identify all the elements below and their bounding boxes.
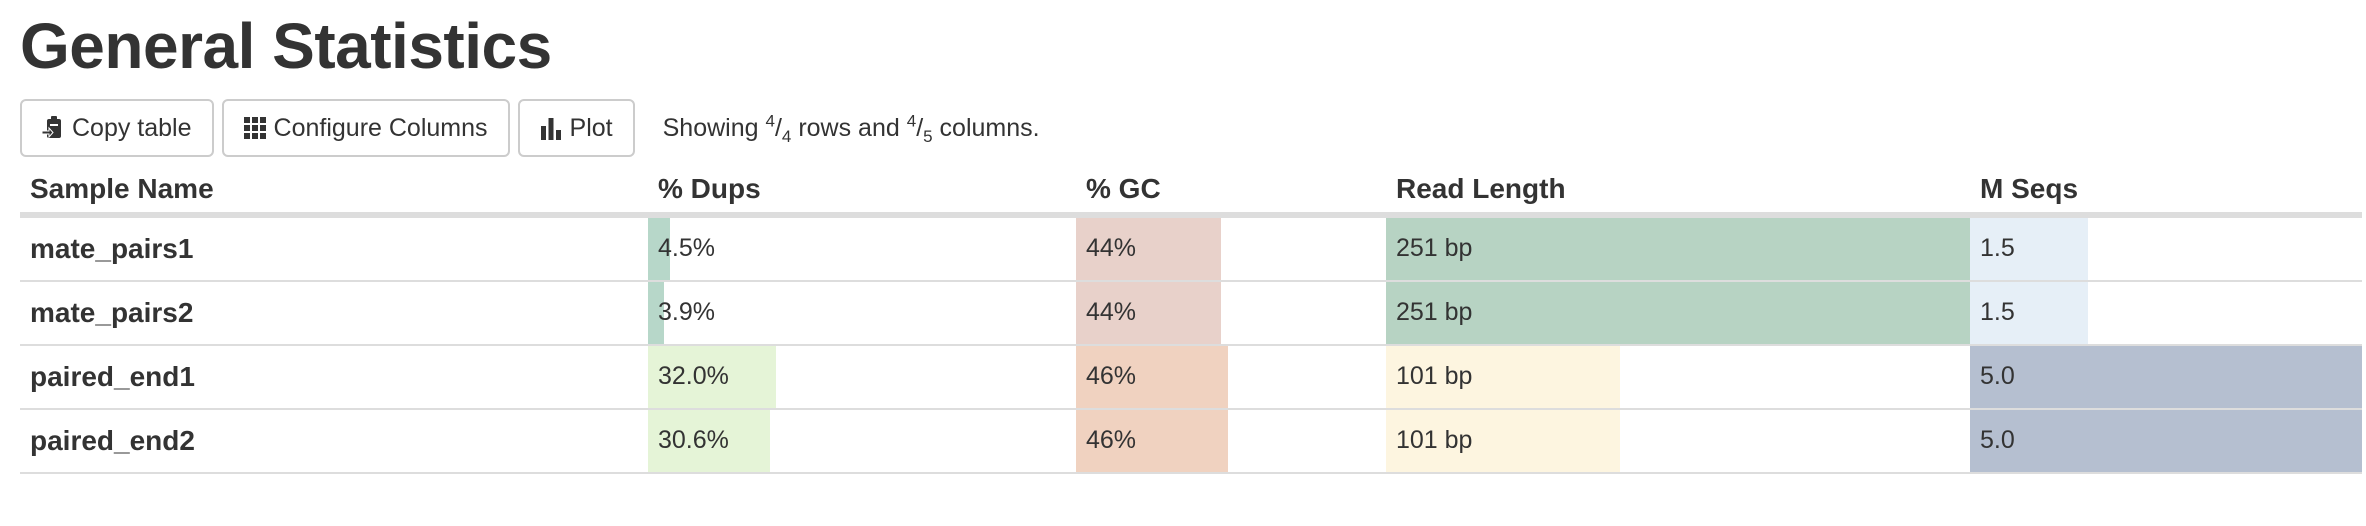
sample-name-cell: mate_pairs2 <box>30 297 194 328</box>
header-m-seqs[interactable]: M Seqs <box>1980 173 2079 204</box>
grid-icon <box>243 117 266 139</box>
mseqs-bar <box>1970 218 2088 280</box>
table-row: mate_pairs1 4.5% 44% 251 bp 1.5 <box>20 218 2362 282</box>
mseqs-value: 5.0 <box>1980 426 2015 454</box>
dups-bar <box>648 282 664 344</box>
general-stats-table: Sample Name % Dups % GC Read Length M Se… <box>20 168 2362 474</box>
read-length-value: 101 bp <box>1396 426 1473 454</box>
mseqs-value: 5.0 <box>1980 362 2015 390</box>
gc-bar <box>1076 282 1221 344</box>
sample-name-cell: paired_end2 <box>30 425 195 456</box>
gc-bar <box>1076 410 1228 472</box>
read-length-bar <box>1386 218 1970 280</box>
table-header: Sample Name % Dups % GC Read Length M Se… <box>20 168 2362 218</box>
read-length-value: 101 bp <box>1396 362 1473 390</box>
table-row: paired_end2 30.6% 46% 101 bp 5.0 <box>20 410 2362 474</box>
mseqs-cell: 1.5 <box>1970 282 2362 344</box>
gc-cell: 46% <box>1076 410 1406 472</box>
read-length-cell: 101 bp <box>1386 410 1970 472</box>
read-length-bar <box>1386 282 1970 344</box>
mseqs-cell: 5.0 <box>1970 410 2362 472</box>
gc-cell: 44% <box>1076 282 1406 344</box>
mseqs-value: 1.5 <box>1980 298 2015 326</box>
configure-columns-label: Configure Columns <box>273 113 488 142</box>
gc-value: 46% <box>1086 426 1137 454</box>
mseqs-cell: 1.5 <box>1970 218 2362 280</box>
table-row: mate_pairs2 3.9% 44% 251 bp 1.5 <box>20 282 2362 346</box>
copy-table-button[interactable]: Copy table <box>20 99 214 157</box>
dups-cell: 30.6% <box>648 410 1048 472</box>
table-row: paired_end1 32.0% 46% 101 bp 5.0 <box>20 346 2362 410</box>
read-length-value: 251 bp <box>1396 234 1473 262</box>
dups-value: 3.9% <box>658 298 715 326</box>
header-sample-name[interactable]: Sample Name <box>30 173 214 204</box>
copy-table-label: Copy table <box>72 113 192 142</box>
read-length-cell: 251 bp <box>1386 218 1970 280</box>
mseqs-bar <box>1970 346 2362 408</box>
plot-button[interactable]: Plot <box>517 99 635 157</box>
gc-bar <box>1076 218 1221 280</box>
dups-cell: 32.0% <box>648 346 1048 408</box>
sample-name-cell: mate_pairs1 <box>30 233 194 264</box>
gc-cell: 44% <box>1076 218 1406 280</box>
dups-bar <box>648 346 776 408</box>
dups-cell: 3.9% <box>648 282 1048 344</box>
showing-status: Showing 4/4 rows and 4/5 columns. <box>662 111 1040 146</box>
dups-bar <box>648 218 670 280</box>
plot-label: Plot <box>569 113 613 142</box>
clipboard-icon <box>42 116 64 140</box>
mseqs-value: 1.5 <box>1980 234 2015 262</box>
gc-value: 44% <box>1086 298 1137 326</box>
mseqs-bar <box>1970 282 2088 344</box>
read-length-bar <box>1386 346 1620 408</box>
read-length-value: 251 bp <box>1396 298 1473 326</box>
dups-value: 30.6% <box>658 426 729 454</box>
dups-cell: 4.5% <box>648 218 1048 280</box>
gc-value: 44% <box>1086 234 1137 262</box>
bar-chart-icon <box>540 116 562 140</box>
header-read-length[interactable]: Read Length <box>1396 173 1566 204</box>
dups-value: 4.5% <box>658 234 715 262</box>
table-toolbar: Copy table Configure Columns Plot Showin… <box>20 98 1040 158</box>
gc-bar <box>1076 346 1228 408</box>
gc-value: 46% <box>1086 362 1137 390</box>
page-title: General Statistics <box>20 10 552 82</box>
read-length-bar <box>1386 410 1620 472</box>
sample-name-cell: paired_end1 <box>30 361 195 392</box>
mseqs-cell: 5.0 <box>1970 346 2362 408</box>
mseqs-bar <box>1970 410 2362 472</box>
gc-cell: 46% <box>1076 346 1406 408</box>
configure-columns-button[interactable]: Configure Columns <box>221 99 510 157</box>
dups-bar <box>648 410 770 472</box>
read-length-cell: 101 bp <box>1386 346 1970 408</box>
header-gc[interactable]: % GC <box>1086 173 1161 204</box>
dups-value: 32.0% <box>658 362 729 390</box>
table-body: mate_pairs1 4.5% 44% 251 bp 1.5 mate_pairs2 3.… <box>20 218 2362 474</box>
header-dups[interactable]: % Dups <box>658 173 761 204</box>
read-length-cell: 251 bp <box>1386 282 1970 344</box>
